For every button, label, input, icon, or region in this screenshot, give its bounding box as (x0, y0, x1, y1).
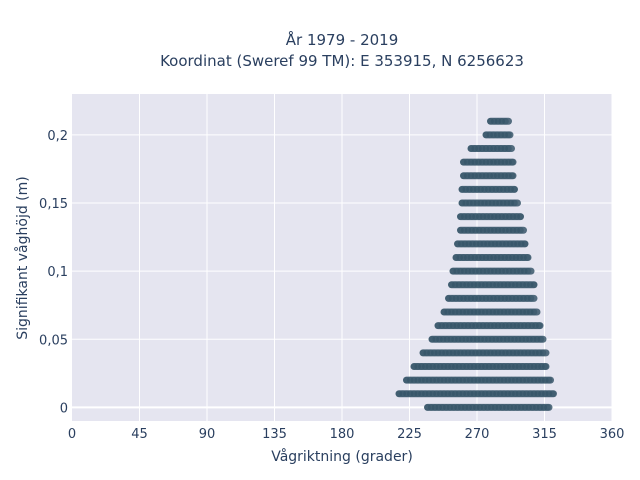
data-point (523, 254, 531, 261)
y-tick-label: 0,2 (47, 129, 68, 144)
data-point (530, 281, 538, 289)
data-point (517, 213, 524, 220)
data-point (508, 158, 516, 166)
x-tick-label: 0 (68, 427, 76, 442)
data-point (511, 186, 518, 193)
x-tick-label: 45 (131, 427, 148, 442)
x-tick-label: 225 (397, 427, 422, 442)
data-points (395, 117, 557, 411)
y-tick-label: 0,15 (39, 197, 68, 212)
data-point (539, 349, 547, 357)
x-tick-label: 135 (262, 427, 287, 442)
data-point (505, 131, 512, 139)
data-point (537, 335, 545, 343)
data-point (502, 117, 509, 125)
x-axis-ticks: 0 45 90 135 180 225 270 315 360 (68, 427, 625, 442)
y-axis-title: Signifikant våghöjd (m) (14, 176, 31, 339)
data-point (524, 267, 532, 275)
y-tick-label: 0 (60, 401, 68, 416)
data-point (517, 226, 524, 234)
data-point (511, 199, 518, 207)
x-tick-label: 360 (600, 427, 625, 442)
data-point (541, 363, 549, 370)
data-point (530, 308, 538, 316)
chart-title-line1: År 1979 - 2019 (286, 30, 399, 49)
data-point (521, 240, 529, 248)
data-point (545, 376, 553, 384)
data-point (527, 295, 535, 302)
x-tick-label: 90 (199, 427, 216, 442)
data-point (505, 145, 512, 152)
y-tick-label: 0,1 (47, 265, 68, 280)
data-point (549, 390, 557, 398)
data-point (535, 322, 543, 329)
x-tick-label: 180 (330, 427, 355, 442)
chart-title-line2: Koordinat (Sweref 99 TM): E 353915, N 62… (160, 52, 524, 70)
x-tick-label: 270 (465, 427, 490, 442)
data-point (508, 172, 516, 180)
y-tick-label: 0,05 (39, 333, 68, 348)
x-axis-title: Vågriktning (grader) (271, 448, 413, 465)
x-tick-label: 315 (532, 427, 557, 442)
y-axis-ticks: 0 0,05 0,1 0,15 0,2 (39, 129, 68, 417)
data-point (544, 404, 551, 411)
